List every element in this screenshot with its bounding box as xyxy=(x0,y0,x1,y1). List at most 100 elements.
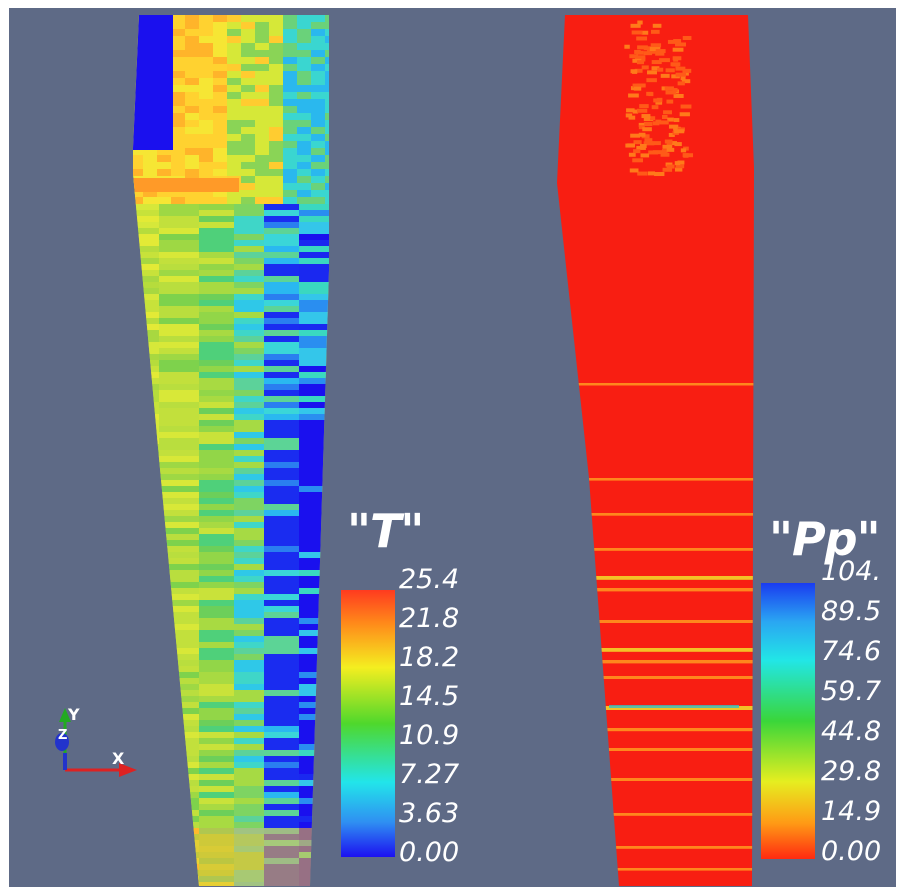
t-field-cell xyxy=(159,432,199,438)
t-field-cell xyxy=(234,366,264,372)
t-field-cell xyxy=(133,312,159,318)
t-field-cell xyxy=(159,312,199,318)
t-field-cell xyxy=(159,288,199,294)
t-field-cell xyxy=(171,57,185,64)
x-axis-label: X xyxy=(112,749,125,768)
t-field-cell xyxy=(171,106,185,113)
pp-field-cell xyxy=(637,45,648,50)
t-field-cell xyxy=(133,336,159,342)
t-field-cell xyxy=(241,92,255,99)
t-field-cell xyxy=(185,22,199,29)
t-field-cell xyxy=(264,438,299,444)
t-field-cell xyxy=(143,190,157,197)
t-field-cell xyxy=(234,516,264,522)
t-field-cell xyxy=(185,162,199,169)
t-field-cell xyxy=(264,306,299,312)
t-field-cell xyxy=(241,120,255,127)
t-field-cell xyxy=(264,750,299,756)
pp-field-cell xyxy=(634,55,646,60)
t-field-cell xyxy=(199,420,234,426)
t-field-cell xyxy=(297,197,311,204)
t-field-cell xyxy=(133,390,159,396)
t-field-cell xyxy=(213,127,227,134)
t-field-cell xyxy=(264,324,299,330)
t-field-cell xyxy=(199,486,234,492)
t-field-cell xyxy=(234,660,264,666)
t-field-cell xyxy=(133,864,159,870)
t-field-cell xyxy=(299,564,329,570)
pp-field-cell xyxy=(629,168,639,173)
t-field-cell xyxy=(255,22,269,29)
t-field-cell xyxy=(199,720,234,726)
t-field-cell xyxy=(299,354,329,360)
t-field-cell xyxy=(133,858,159,864)
t-field-cell xyxy=(199,294,234,300)
t-field-cell xyxy=(234,372,264,378)
pp-field-cell xyxy=(641,30,649,35)
t-field-cell xyxy=(264,228,299,234)
t-field-cell xyxy=(133,360,159,366)
t-field-cell xyxy=(234,768,264,774)
t-field-cell xyxy=(264,468,299,474)
t-field-cell xyxy=(133,798,159,804)
pp-field-cell xyxy=(630,69,638,74)
t-field-cell xyxy=(311,78,325,85)
t-field-cell xyxy=(241,141,255,148)
t-field-cell xyxy=(185,78,199,85)
t-field-cell xyxy=(241,22,255,29)
pore-pressure-tick-label: 89.5 xyxy=(821,596,882,627)
t-field-cell xyxy=(199,792,234,798)
t-field-cell xyxy=(213,141,227,148)
pp-field-cell xyxy=(633,149,641,154)
t-field-cell xyxy=(269,50,283,57)
t-field-cell xyxy=(269,183,283,190)
t-field-cell xyxy=(199,528,234,534)
t-field-cell xyxy=(133,870,159,876)
t-field-cell xyxy=(299,330,329,336)
t-field-cell xyxy=(133,636,159,642)
t-field-cell xyxy=(133,324,159,330)
t-field-cell xyxy=(299,648,329,654)
t-field-cell xyxy=(241,43,255,50)
t-field-cell xyxy=(199,636,234,642)
t-field-cell xyxy=(171,78,185,85)
t-field-cell xyxy=(133,708,159,714)
temperature-tick-label: 14.5 xyxy=(399,681,460,712)
t-field-cell xyxy=(159,276,199,282)
pp-field-cell xyxy=(683,153,689,158)
t-field-cell xyxy=(234,228,264,234)
t-field-cell xyxy=(234,618,264,624)
render-viewport[interactable]: X Y Z "T" 25.4 21.8 18.2 14.5 10.9 7.27 … xyxy=(9,8,896,887)
t-field-cell xyxy=(157,169,171,176)
pore-pressure-tick-label: 0.00 xyxy=(821,836,882,867)
t-field-cell xyxy=(234,384,264,390)
t-field-cell xyxy=(171,148,185,155)
t-field-cell xyxy=(241,134,255,141)
t-field-cell xyxy=(234,678,264,684)
t-field-cell xyxy=(171,99,185,106)
t-field-cell xyxy=(264,378,299,384)
t-field-cell xyxy=(199,43,213,50)
t-field-cell xyxy=(199,798,234,804)
t-field-cell xyxy=(299,306,329,312)
t-field-cell xyxy=(133,408,159,414)
t-field-cell xyxy=(234,630,264,636)
pp-field-cell xyxy=(660,152,670,157)
t-field-cell xyxy=(283,36,297,43)
t-field-cell xyxy=(199,252,234,258)
t-field-cell xyxy=(255,113,269,120)
temperature-tick-label: 0.00 xyxy=(399,837,460,868)
t-field-cell xyxy=(133,672,159,678)
t-field-cell xyxy=(264,780,299,786)
t-field-cell xyxy=(264,408,299,414)
t-field-cell xyxy=(133,588,159,594)
t-field-cell xyxy=(133,750,159,756)
t-field-cell xyxy=(143,155,157,162)
pp-field-cell xyxy=(629,54,639,59)
t-field-cell xyxy=(199,228,234,234)
t-field-cell xyxy=(264,720,299,726)
t-field-cell xyxy=(199,822,234,828)
pore-pressure-tick-label: 14.9 xyxy=(821,796,882,827)
t-field-cell xyxy=(234,240,264,246)
t-field-cell xyxy=(299,666,329,672)
